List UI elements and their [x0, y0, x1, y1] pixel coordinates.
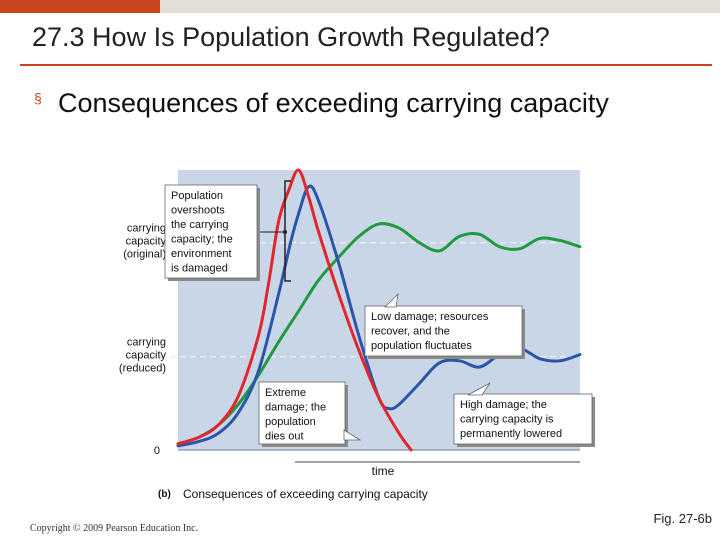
annotation-overshoot-box [164, 184, 258, 279]
annotation-low-damage-line: Low damage; resources [371, 311, 489, 323]
series-line-green [176, 222, 582, 446]
annotation-high-damage-line: High damage; the [460, 399, 547, 411]
annotation-overshoot-line: environment [171, 248, 232, 260]
bullet-text: Consequences of exceeding carrying capac… [58, 88, 609, 118]
chart-caption: Consequences of exceeding carrying capac… [183, 487, 428, 501]
annotation-extreme-damage-line: dies out [265, 431, 304, 443]
x-axis-label: time [372, 464, 395, 478]
top-neutral-bar [160, 0, 720, 13]
annotation-low-damage-pointer [384, 292, 399, 308]
annotation-high-damage-line: carrying capacity is [460, 414, 554, 426]
annotation-low-damage-box [364, 305, 523, 357]
ytick-original-label: carrying [127, 223, 166, 235]
annotation-high-damage-line: permanently lowered [460, 428, 562, 440]
annotation-overshoot-line: is damaged [171, 263, 228, 275]
annotation-high-damage-box [453, 393, 593, 445]
annotation-low-damage-line: recover, and the [371, 326, 450, 338]
annotation-extreme-damage-pointer [343, 429, 362, 441]
ytick-original-label: capacity [126, 236, 167, 248]
title-divider [20, 64, 712, 66]
annotation-extreme-damage-box [258, 381, 346, 445]
annotation-overshoot-line: the carrying [171, 219, 228, 231]
bullet-icon: § [34, 90, 42, 106]
panel-label: (b) [158, 489, 171, 500]
annotation-extreme-damage-line: damage; the [265, 402, 326, 414]
ytick-zero-label: 0 [154, 445, 160, 457]
annotation-high-damage-pointer [467, 382, 491, 396]
annotation-low-damage: Low damage; resources recover, and the pop… [364, 292, 525, 359]
annotation-extreme-damage-line: population [265, 416, 316, 428]
ytick-reduced-label: carrying [127, 337, 166, 349]
ytick-reduced-label: (reduced) [119, 363, 166, 375]
annotation-extreme-damage: Extreme damage; the population dies out [258, 381, 362, 447]
annotation-overshoot: Population overshoots the carrying capacity… [164, 184, 260, 281]
annotation-low-damage-line: population fluctuates [371, 340, 472, 352]
overshoot-leader-dot [283, 230, 287, 234]
ytick-original-label: (original) [123, 249, 166, 261]
figure-reference: Fig. 27-6b [653, 511, 712, 526]
annotation-overshoot-line: overshoots [171, 205, 225, 217]
slide-title: 27.3 How Is Population Growth Regulated? [32, 22, 550, 52]
annotation-high-damage: High damage; the carrying capacity is perm… [453, 382, 595, 447]
annotation-overshoot-line: capacity; the [171, 234, 233, 246]
annotation-overshoot-line: Population [171, 190, 223, 202]
ytick-reduced-label: capacity [126, 350, 167, 362]
copyright-text: Copyright © 2009 Pearson Education Inc. [30, 523, 199, 534]
series-line-red [176, 168, 413, 452]
top-accent-bar [0, 0, 160, 13]
annotation-extreme-damage-line: Extreme [265, 387, 306, 399]
